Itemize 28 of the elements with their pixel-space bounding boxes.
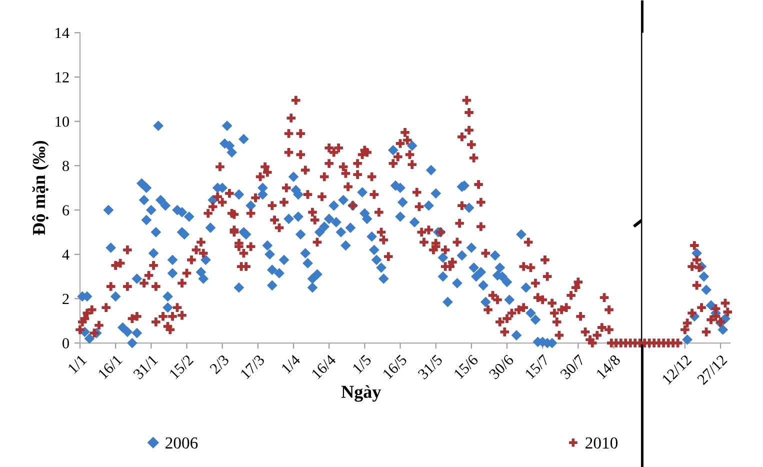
x-tick-label: 17/3 [240,354,266,380]
x-tick-label: 30/7 [560,354,586,380]
y-tick-label: 12 [56,72,69,82]
legend-label: 2006 [166,437,198,449]
y-tick-label: 2 [62,294,69,304]
x-tick-label: 31/5 [417,354,444,380]
x-tick-label: 16/5 [382,354,408,380]
x-tick-label: 15/7 [524,354,550,380]
x-tick-label: 31/1 [132,354,158,380]
legend-label: 2010 [586,437,618,449]
x-tick-label: 1/5 [352,354,372,374]
y-tick-label: 0 [62,338,69,348]
x-tick-label: 15/6 [454,354,479,380]
x-tick-label: 15/2 [168,354,194,380]
y-tick-label: 4 [62,250,70,260]
y-tick-label: 6 [62,205,70,216]
x-axis-title: Ngày [341,385,381,402]
y-axis-title: Độ mặn (‰) [32,141,49,236]
x-tick-label: 1/4 [281,354,301,374]
x-tick-label: 16/4 [311,354,337,380]
x-tick-label: 2/3 [209,354,230,374]
x-tick-label: 14/8 [596,354,621,380]
x-tick-label: 16/1 [98,354,123,380]
y-tick-label: 8 [62,160,69,172]
y-tick-label: 10 [56,116,69,127]
y-tick-label: 14 [56,28,70,38]
x-tick-label: 1/1 [68,354,87,374]
x-tick-label: 30/6 [488,354,514,380]
